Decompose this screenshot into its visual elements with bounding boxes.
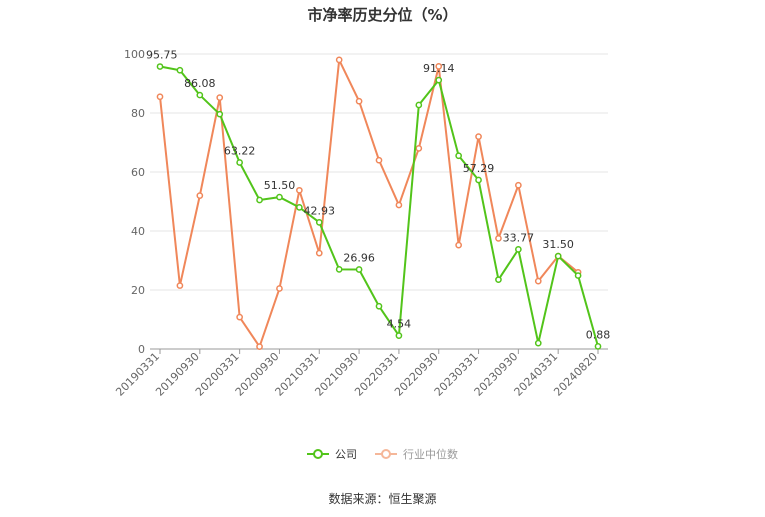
data-point-company — [455, 152, 462, 160]
y-tick-label: 40 — [131, 225, 145, 238]
data-point-industry — [156, 93, 164, 101]
data-point-company — [475, 176, 482, 184]
data-point-industry — [515, 181, 522, 189]
x-tick-label: 20240820 — [551, 350, 600, 399]
data-point-industry — [256, 343, 263, 350]
legend-industry-marker — [375, 449, 397, 459]
data-point-industry — [375, 156, 383, 164]
data-source: 数据来源：恒生聚源 — [328, 492, 437, 506]
data-point-industry — [455, 241, 462, 249]
data-point-industry — [355, 97, 363, 105]
y-tick-label: 80 — [131, 107, 145, 120]
y-tick-label: 60 — [131, 166, 145, 179]
data-label: 91.14 — [423, 62, 455, 75]
y-tick-label: 100 — [124, 48, 145, 61]
data-label: 4.54 — [387, 318, 412, 331]
data-point-company — [355, 266, 363, 273]
data-point-industry — [296, 186, 303, 194]
data-label: 57.29 — [463, 162, 495, 175]
line-chart: 0204060801002019033120190930202003312020… — [113, 48, 611, 399]
chart-title: 市净率历史分位（%） — [307, 6, 458, 24]
data-point-company — [276, 193, 283, 201]
legend: 公司 行业中位数 — [0, 446, 765, 462]
data-point-company — [296, 204, 303, 211]
data-label: 95.75 — [146, 49, 178, 62]
data-point-industry — [276, 285, 283, 292]
data-point-industry — [216, 94, 224, 102]
data-point-company — [515, 246, 522, 253]
data-point-industry — [415, 145, 423, 152]
data-point-industry — [236, 313, 243, 321]
legend-company-marker — [307, 449, 329, 459]
y-tick-label: 20 — [131, 284, 145, 297]
legend-company-label: 公司 — [335, 448, 357, 461]
data-point-company — [236, 159, 243, 166]
data-point-company — [594, 343, 602, 350]
legend-item-industry[interactable]: 行业中位数 — [375, 446, 458, 462]
data-point-company — [435, 76, 443, 84]
data-point-industry — [395, 201, 403, 209]
legend-industry-label: 行业中位数 — [403, 448, 458, 461]
data-point-industry — [335, 56, 343, 64]
data-point-company — [156, 63, 164, 70]
data-point-company — [574, 272, 582, 279]
data-point-company — [335, 266, 343, 273]
data-point-industry — [435, 63, 443, 70]
data-point-company — [375, 302, 383, 310]
data-point-industry — [534, 277, 542, 285]
data-point-company — [495, 276, 502, 284]
data-point-industry — [176, 282, 184, 289]
y-tick-label: 0 — [138, 343, 145, 356]
data-point-company — [554, 252, 562, 260]
data-point-company — [216, 110, 224, 118]
data-label: 51.50 — [264, 179, 296, 192]
data-point-industry — [315, 249, 323, 257]
data-point-company — [196, 91, 204, 99]
data-label: 63.22 — [224, 145, 256, 158]
legend-item-company[interactable]: 公司 — [307, 446, 357, 462]
data-label: 26.96 — [343, 251, 375, 264]
data-point-company — [315, 219, 323, 226]
series-line-industry — [159, 58, 579, 348]
data-label: 42.93 — [304, 204, 336, 217]
data-point-industry — [475, 133, 482, 140]
data-label: 86.08 — [184, 77, 216, 90]
data-point-industry — [495, 235, 502, 242]
data-point-industry — [196, 192, 204, 199]
data-label: 33.77 — [503, 231, 535, 244]
data-point-company — [176, 66, 184, 74]
data-point-company — [256, 196, 263, 204]
data-label: 0.88 — [586, 328, 611, 341]
data-point-company — [415, 101, 423, 109]
data-label: 31.50 — [542, 238, 574, 251]
data-point-company — [395, 332, 403, 339]
data-point-company — [534, 339, 542, 347]
